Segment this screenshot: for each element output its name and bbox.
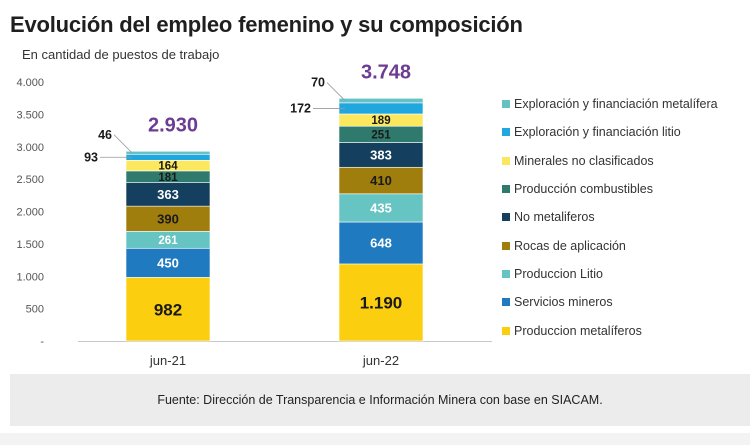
source-footer: Fuente: Dirección de Transparencia e Inf… <box>10 374 750 426</box>
total-label: 3.748 <box>361 61 411 83</box>
segment-label: 435 <box>370 201 392 216</box>
callout-label: 70 <box>311 76 325 90</box>
segment-label: 261 <box>158 235 178 247</box>
callout-leader <box>113 134 133 154</box>
legend-label: Produccion Litio <box>514 266 603 281</box>
segment-label: 1.190 <box>360 294 403 313</box>
segment-label: 450 <box>157 256 179 271</box>
legend-item: Servicios mineros <box>502 288 747 316</box>
stacked-bar-chart: -5001.0001.5002.0002.5003.0003.5004.000 … <box>16 61 492 368</box>
y-tick-label: - <box>40 336 44 348</box>
y-tick-label: 1.000 <box>16 271 44 283</box>
legend-swatch <box>502 156 510 165</box>
bar-segment <box>338 166 424 195</box>
chart-subtitle: En cantidad de puestos de trabajo <box>22 47 220 62</box>
legend-swatch <box>502 269 510 278</box>
bar-segment <box>125 247 211 278</box>
segment-label: 390 <box>157 211 179 226</box>
bar-segment <box>125 150 211 155</box>
bar-segment <box>338 221 424 265</box>
legend-label: Rocas de aplicación <box>514 238 626 253</box>
segment-label: 648 <box>370 236 392 251</box>
bottom-strip <box>0 433 750 445</box>
y-tick-label: 3.500 <box>16 109 44 121</box>
legend-swatch <box>502 128 510 137</box>
legend-label: Servicios mineros <box>514 295 613 310</box>
y-tick-label: 2.500 <box>16 174 44 186</box>
legend-swatch <box>502 241 510 250</box>
bar-segment <box>338 142 424 168</box>
callout-label: 46 <box>98 128 112 142</box>
chart-title: Evolución del empleo femenino y su compo… <box>10 12 523 37</box>
bar-segment <box>125 205 211 232</box>
callout-label: 172 <box>290 101 311 115</box>
segment-label: 189 <box>371 115 390 127</box>
legend-item: Produccion metalíferos <box>502 316 747 344</box>
legend-swatch <box>502 185 510 194</box>
y-tick-label: 1.500 <box>16 239 44 251</box>
legend-item: Exploración y financiación metalífera <box>502 90 747 118</box>
legend-item: Minerales no clasificados <box>502 147 747 175</box>
total-label: 2.930 <box>148 114 198 136</box>
y-tick-label: 3.000 <box>16 142 44 154</box>
legend-label: Minerales no clasificados <box>514 153 654 168</box>
y-tick-label: 2.000 <box>16 207 44 219</box>
bar-segment <box>125 277 211 342</box>
segment-label: 410 <box>370 173 392 188</box>
bar-segment <box>125 153 211 161</box>
legend-label: Produccion metalíferos <box>514 323 642 338</box>
segment-label: 181 <box>158 172 178 184</box>
y-tick-label: 4.000 <box>16 77 44 89</box>
bar-segment <box>338 98 424 104</box>
legend-label: No metaliferos <box>514 210 595 225</box>
legend-item: Producción combustibles <box>502 175 747 203</box>
legend-item: Rocas de aplicación <box>502 231 747 259</box>
bar-segment <box>338 102 424 115</box>
legend-item: No metaliferos <box>502 203 747 231</box>
callout-leader <box>326 82 346 101</box>
x-category-label: jun-21 <box>149 353 186 368</box>
x-axis-labels: jun-21 jun-22 <box>149 353 399 368</box>
source-text: Fuente: Dirección de Transparencia e Inf… <box>157 393 603 407</box>
legend: Exploración y financiación metalífera Exp… <box>502 90 747 345</box>
legend-swatch <box>502 213 510 222</box>
x-category-label: jun-22 <box>362 353 399 368</box>
legend-label: Exploración y financiación litio <box>514 125 681 140</box>
segment-label: 383 <box>370 148 392 163</box>
legend-label: Exploración y financiación metalífera <box>514 97 718 112</box>
legend-swatch <box>502 100 510 109</box>
y-tick-label: 500 <box>26 304 44 316</box>
bar-segment <box>338 263 424 342</box>
legend-label: Producción combustibles <box>514 182 653 197</box>
legend-swatch <box>502 298 510 307</box>
legend-item: Produccion Litio <box>502 260 747 288</box>
segment-label: 982 <box>154 300 182 319</box>
segment-label: 251 <box>371 129 391 141</box>
y-axis-labels: - 500 1.000 1.500 2.000 2.500 3.000 3.500 4.000 <box>16 77 44 348</box>
segment-label: 363 <box>157 187 179 202</box>
callout-label: 93 <box>84 150 98 164</box>
legend-item: Exploración y financiación litio <box>502 118 747 146</box>
segment-label: 164 <box>158 161 178 173</box>
legend-swatch <box>502 326 510 335</box>
